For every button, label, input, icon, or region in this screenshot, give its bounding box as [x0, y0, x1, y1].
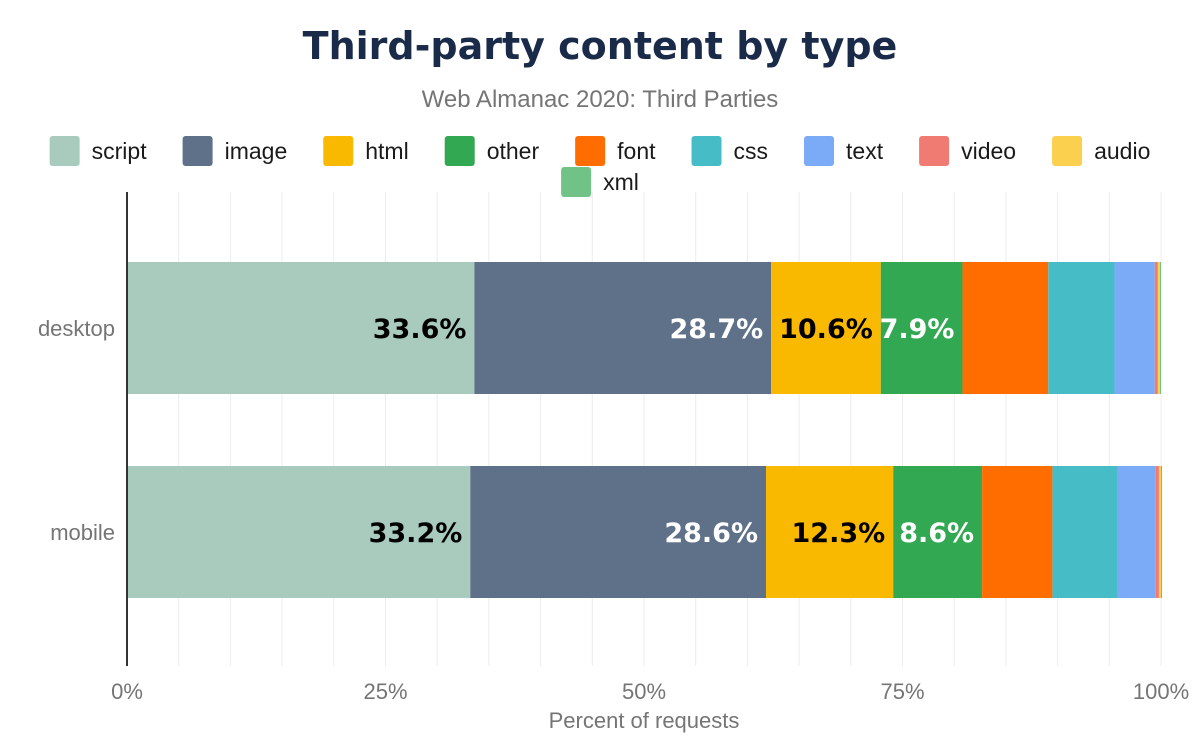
bar-desktop-audio	[1157, 262, 1160, 394]
bar-desktop-image	[474, 262, 772, 394]
data-label-mobile-html: 12.3%	[792, 518, 886, 549]
legend-label-css: css	[734, 138, 769, 164]
data-label-mobile-script: 33.2%	[369, 518, 463, 549]
category-label-mobile: mobile	[50, 520, 115, 545]
legend-item-css[interactable]: css	[691, 136, 769, 166]
bar-desktop-script	[127, 262, 475, 394]
bar-desktop-text	[1114, 262, 1155, 394]
legend-item-font[interactable]: font	[575, 136, 656, 166]
legend-item-script[interactable]: script	[49, 136, 148, 166]
legend-swatch-other	[444, 136, 475, 166]
legend-item-audio[interactable]: audio	[1052, 136, 1150, 166]
legend-item-other[interactable]: other	[444, 136, 540, 166]
legend-label-font: font	[617, 138, 656, 164]
bar-mobile-text	[1117, 466, 1156, 598]
legend-swatch-xml	[561, 167, 592, 197]
legend-label-text: text	[846, 138, 884, 164]
legend-label-audio: audio	[1094, 138, 1150, 164]
legend-label-other: other	[487, 138, 540, 164]
legend-item-xml[interactable]: xml	[561, 167, 639, 197]
legend-swatch-css	[691, 136, 722, 166]
legend-item-text[interactable]: text	[804, 136, 884, 166]
y-axis: desktop mobile	[38, 192, 128, 666]
x-tick-label: 50%	[622, 679, 666, 704]
legend-swatch-font	[575, 136, 606, 166]
legend-label-image: image	[225, 138, 288, 164]
bar-mobile-html	[766, 466, 894, 598]
data-label-mobile-image: 28.6%	[664, 518, 758, 549]
x-tick-label: 75%	[880, 679, 924, 704]
data-label-desktop-html: 10.6%	[779, 314, 873, 345]
bar-mobile-image	[470, 466, 767, 598]
data-label-desktop-other: 7.9%	[880, 314, 955, 345]
bar-desktop-font	[962, 262, 1049, 394]
legend-swatch-text	[804, 136, 835, 166]
legend: script image html other font css text video audi…	[49, 136, 1150, 197]
legend-label-script: script	[92, 138, 148, 164]
x-tick-label: 100%	[1133, 679, 1189, 704]
bar-mobile-other	[893, 466, 983, 598]
data-label-desktop-script: 33.6%	[373, 314, 467, 345]
chart-title: Third-party content by type	[302, 24, 898, 68]
legend-item-video[interactable]: video	[919, 136, 1016, 166]
bar-desktop-html	[771, 262, 881, 394]
legend-swatch-script	[49, 136, 80, 166]
x-tick-label: 25%	[363, 679, 407, 704]
legend-label-video: video	[961, 138, 1016, 164]
bar-desktop-other	[880, 262, 963, 394]
x-axis-title: Percent of requests	[549, 708, 740, 733]
bar-desktop-video	[1154, 262, 1158, 394]
legend-swatch-audio	[1052, 136, 1083, 166]
legend-label-html: html	[365, 138, 408, 164]
legend-item-html[interactable]: html	[323, 136, 409, 166]
data-label-mobile-other: 8.6%	[899, 518, 974, 549]
legend-swatch-html	[323, 136, 354, 166]
data-label-desktop-image: 28.7%	[670, 314, 764, 345]
bar-mobile-video	[1155, 466, 1159, 598]
bar-mobile-audio	[1158, 466, 1161, 598]
legend-label-xml: xml	[603, 169, 639, 195]
bar-mobile-font	[982, 466, 1053, 598]
x-axis: 0% 25% 50% 75% 100% Percent of requests	[111, 679, 1189, 733]
bar-mobile-script	[127, 466, 471, 598]
chart-subtitle: Web Almanac 2020: Third Parties	[421, 86, 779, 113]
bar-mobile-xml	[1161, 466, 1163, 598]
legend-item-image[interactable]: image	[182, 136, 288, 166]
legend-swatch-image	[182, 136, 213, 166]
legend-swatch-video	[919, 136, 950, 166]
category-label-desktop: desktop	[38, 316, 115, 341]
x-tick-label: 0%	[111, 679, 143, 704]
bars: 33.6% 28.7% 10.6% 7.9% 33.2% 28.6% 12.3% 8.6%	[127, 262, 1163, 598]
bar-desktop-xml	[1159, 262, 1161, 394]
bar-mobile-css	[1052, 466, 1118, 598]
bar-desktop-css	[1048, 262, 1115, 394]
